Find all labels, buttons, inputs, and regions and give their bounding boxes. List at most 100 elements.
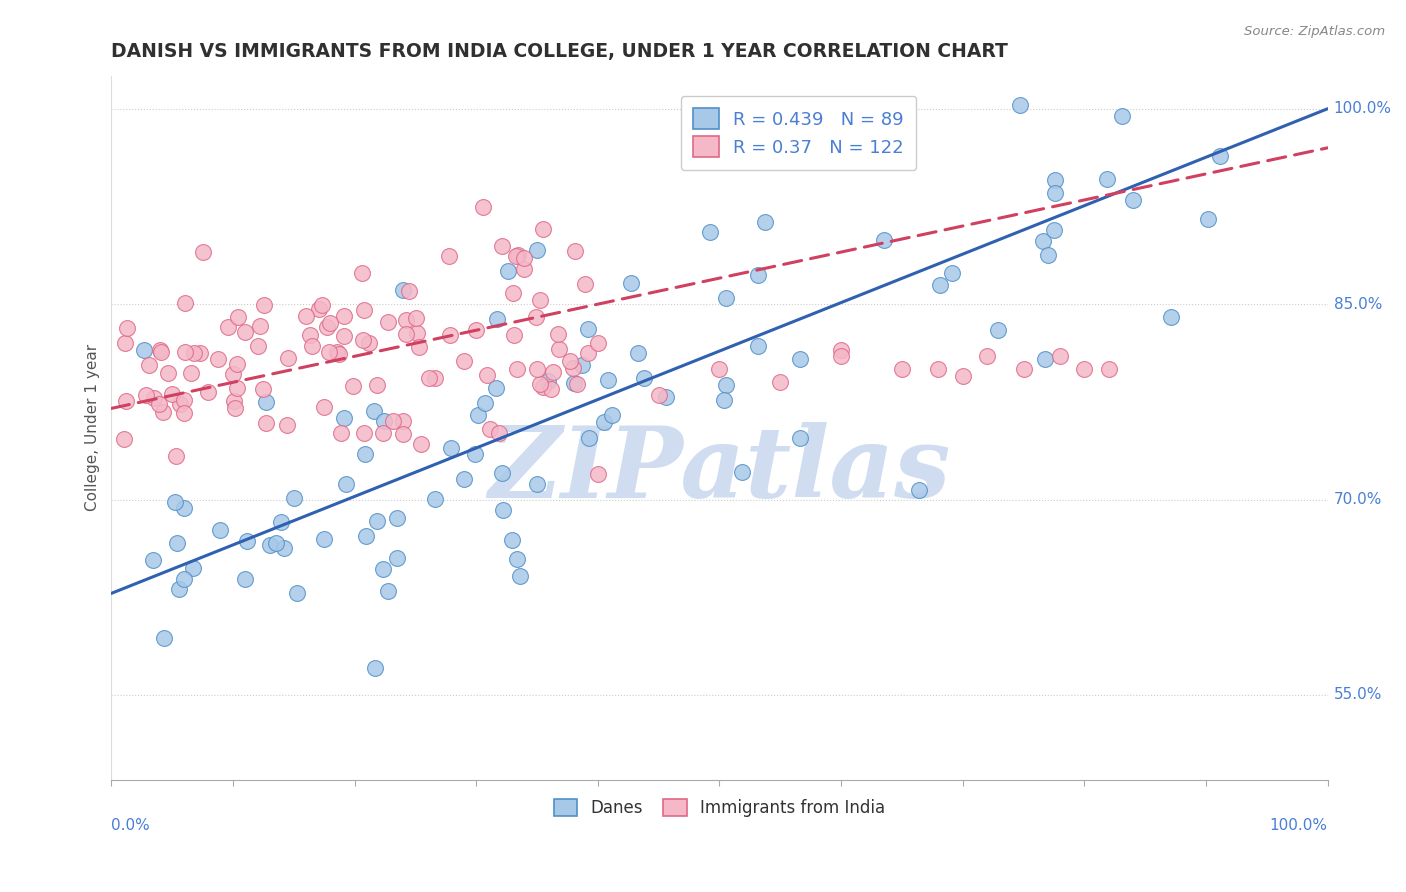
Point xyxy=(173,406,195,420)
Text: DANISH VS IMMIGRANTS FROM INDIA COLLEGE, UNDER 1 YEAR CORRELATION CHART: DANISH VS IMMIGRANTS FROM INDIA COLLEGE,… xyxy=(111,42,1008,61)
Point xyxy=(501,533,523,548)
Point xyxy=(315,320,337,334)
Point xyxy=(479,422,502,436)
Point xyxy=(295,310,318,324)
Point xyxy=(647,388,669,402)
Point xyxy=(328,346,350,360)
Point xyxy=(382,414,405,428)
Point xyxy=(475,368,498,383)
Point xyxy=(112,432,135,446)
Point xyxy=(531,222,554,236)
Point xyxy=(1073,362,1095,376)
Point xyxy=(620,276,643,290)
Point xyxy=(1045,173,1067,187)
Point xyxy=(385,550,408,565)
Point xyxy=(474,396,496,410)
Point xyxy=(565,377,588,392)
Point xyxy=(529,293,551,308)
Point xyxy=(453,354,475,368)
Point xyxy=(600,409,623,423)
Point xyxy=(1049,349,1071,363)
Point xyxy=(191,245,214,260)
Point xyxy=(505,361,527,376)
Point xyxy=(373,414,395,428)
Point xyxy=(531,380,554,394)
Point xyxy=(492,502,515,516)
Point xyxy=(373,425,395,440)
Point xyxy=(1010,98,1032,112)
Point xyxy=(789,431,811,445)
Point xyxy=(333,411,356,425)
Point xyxy=(357,336,380,351)
Point xyxy=(526,243,548,257)
Point xyxy=(586,467,609,481)
Point xyxy=(377,315,399,329)
Point xyxy=(366,514,388,528)
Point xyxy=(714,291,737,305)
Point xyxy=(439,328,461,343)
Point xyxy=(506,552,529,566)
Point xyxy=(541,365,564,379)
Point xyxy=(440,442,463,456)
Point xyxy=(423,371,446,385)
Point xyxy=(354,447,377,461)
Point xyxy=(143,391,166,405)
Point xyxy=(398,284,420,298)
Point xyxy=(713,392,735,407)
Point xyxy=(190,346,212,360)
Point xyxy=(233,572,256,586)
Point xyxy=(377,584,399,599)
Point xyxy=(405,326,427,340)
Point xyxy=(1036,248,1059,262)
Point xyxy=(298,328,321,343)
Point xyxy=(174,296,197,310)
Point xyxy=(754,215,776,229)
Point xyxy=(1095,172,1118,186)
Point xyxy=(181,561,204,575)
Text: ZIPatlas: ZIPatlas xyxy=(488,422,950,518)
Point xyxy=(1012,362,1035,376)
Point xyxy=(183,346,205,360)
Point xyxy=(173,392,195,407)
Point xyxy=(224,401,246,415)
Text: 55.0%: 55.0% xyxy=(1334,688,1382,703)
Point xyxy=(830,343,852,357)
Point xyxy=(502,286,524,301)
Y-axis label: College, Under 1 year: College, Under 1 year xyxy=(86,344,100,511)
Point xyxy=(392,414,415,428)
Point xyxy=(149,343,172,357)
Point xyxy=(574,277,596,292)
Point xyxy=(270,515,292,529)
Point xyxy=(173,501,195,516)
Point xyxy=(488,425,510,440)
Point xyxy=(564,244,586,259)
Point xyxy=(135,388,157,402)
Point xyxy=(246,339,269,353)
Point xyxy=(502,327,524,342)
Point xyxy=(197,385,219,400)
Point xyxy=(373,562,395,576)
Point xyxy=(353,333,375,347)
Point xyxy=(908,483,931,498)
Text: 0.0%: 0.0% xyxy=(111,818,150,833)
Point xyxy=(437,249,460,263)
Point xyxy=(354,528,377,542)
Point xyxy=(391,427,413,442)
Point xyxy=(353,302,375,317)
Point xyxy=(277,351,299,365)
Point xyxy=(485,381,508,395)
Text: 70.0%: 70.0% xyxy=(1334,492,1382,507)
Point xyxy=(408,340,430,354)
Point xyxy=(115,321,138,335)
Point xyxy=(890,362,912,376)
Point xyxy=(208,523,231,537)
Point xyxy=(148,397,170,411)
Point xyxy=(1197,212,1219,227)
Point xyxy=(633,370,655,384)
Point xyxy=(249,318,271,333)
Text: 85.0%: 85.0% xyxy=(1334,297,1382,311)
Point xyxy=(312,400,335,414)
Point xyxy=(166,536,188,550)
Text: 100.0%: 100.0% xyxy=(1334,102,1392,116)
Point xyxy=(1209,149,1232,163)
